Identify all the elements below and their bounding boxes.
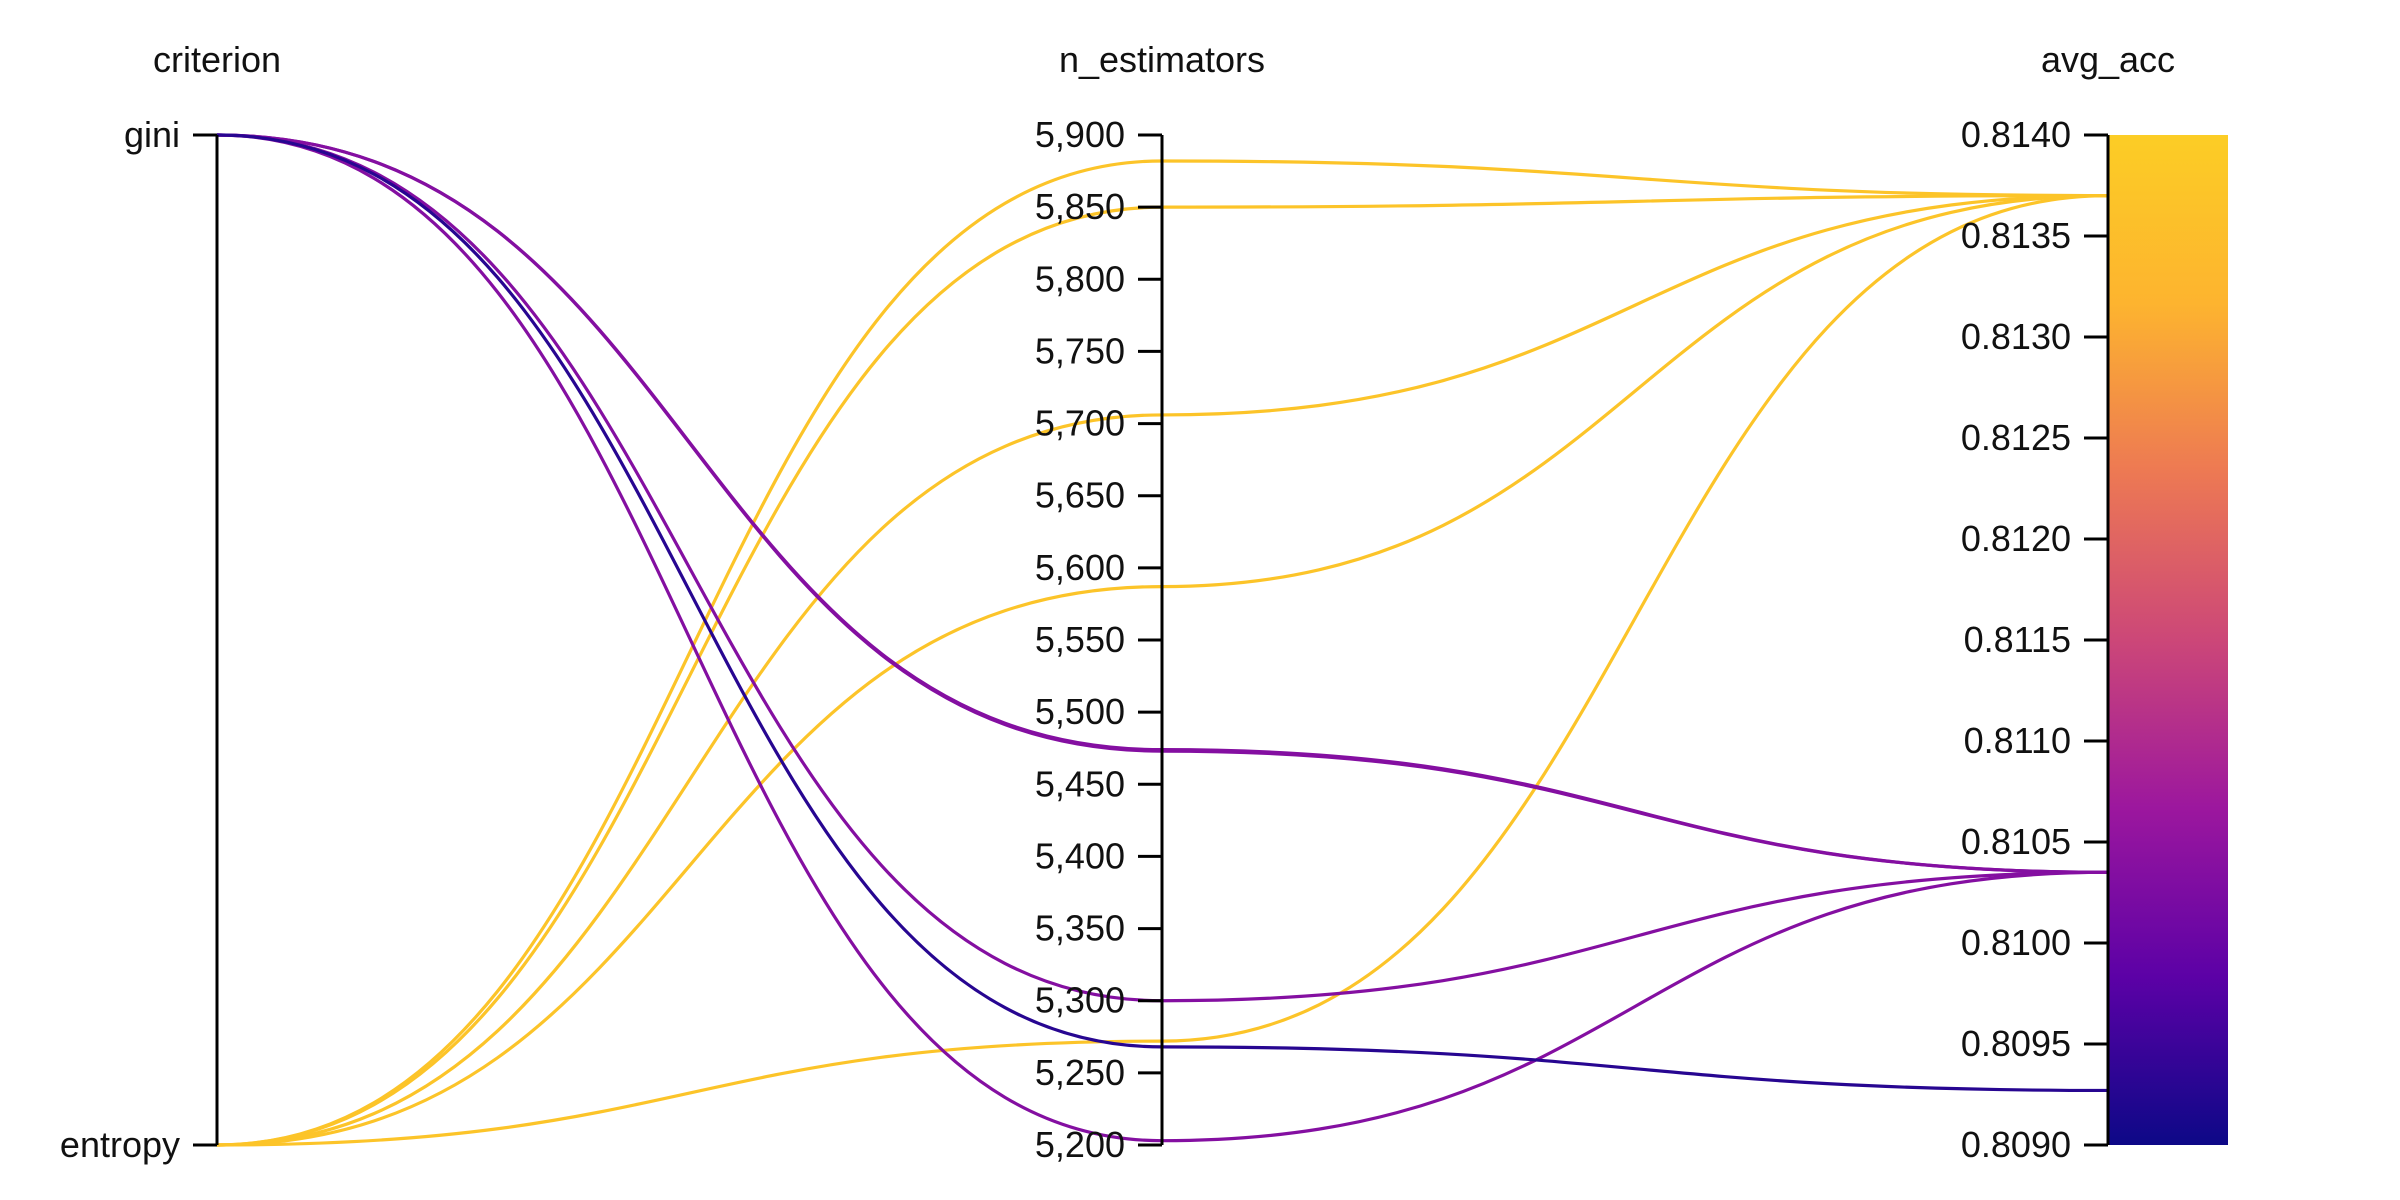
data-line-5: [216, 194, 2109, 1147]
tick-label-n-estimators-1: 5,900: [1035, 114, 1125, 155]
avg-acc-colorbar: [2108, 135, 2228, 1145]
data-line-8: [216, 133, 2109, 1003]
data-line-2: [216, 194, 2109, 1147]
tick-label-n-estimators-5: 5,700: [1035, 403, 1125, 444]
data-line-9: [216, 133, 2109, 1143]
tick-label-avg-acc-3: 0.8130: [1961, 316, 2071, 357]
tick-label-avg-acc-5: 0.8120: [1961, 518, 2071, 559]
axis-avg-acc: avg_acc 0.8140 0.8135 0.8130 0.8125 0.8120 0.8…: [1961, 39, 2175, 1165]
axes-layer: criterion gini entropy n_estimators 5,900 5,8…: [60, 39, 2175, 1165]
tick-label-n-estimators-9: 5,500: [1035, 691, 1125, 732]
tick-label-avg-acc-7: 0.8110: [1964, 720, 2071, 761]
tick-label-criterion-1: gini: [124, 114, 180, 155]
tick-label-n-estimators-2: 5,850: [1035, 186, 1125, 227]
axis-n-estimators: n_estimators 5,900 5,850 5,800 5,750 5,700 5,6…: [1035, 39, 1265, 1165]
tick-label-avg-acc-2: 0.8135: [1961, 215, 2071, 256]
data-line-3: [216, 194, 2109, 1147]
tick-label-avg-acc-11: 0.8090: [1961, 1124, 2071, 1165]
tick-label-avg-acc-1: 0.8140: [1961, 114, 2071, 155]
tick-label-n-estimators-8: 5,550: [1035, 619, 1125, 660]
axis-title-n-estimators: n_estimators: [1059, 39, 1265, 80]
tick-label-n-estimators-12: 5,350: [1035, 908, 1125, 949]
tick-label-n-estimators-13: 5,300: [1035, 980, 1125, 1021]
tick-label-n-estimators-6: 5,650: [1035, 475, 1125, 516]
tick-label-avg-acc-6: 0.8115: [1964, 619, 2071, 660]
tick-label-criterion-2: entropy: [60, 1124, 180, 1165]
axis-criterion: criterion gini entropy: [60, 39, 281, 1165]
axis-title-avg-acc: avg_acc: [2041, 39, 2175, 80]
data-line-10: [216, 133, 2109, 1093]
tick-label-n-estimators-11: 5,400: [1035, 835, 1125, 876]
tick-label-avg-acc-4: 0.8125: [1961, 417, 2071, 458]
axis-title-criterion: criterion: [153, 39, 281, 80]
data-line-7: [216, 133, 2109, 874]
tick-label-avg-acc-10: 0.8095: [1961, 1023, 2071, 1064]
tick-label-avg-acc-9: 0.8100: [1961, 922, 2071, 963]
tick-label-n-estimators-14: 5,250: [1035, 1052, 1125, 1093]
tick-label-n-estimators-4: 5,750: [1035, 330, 1125, 371]
data-lines-layer: [216, 133, 2109, 1147]
data-line-1: [216, 159, 2109, 1147]
tick-label-avg-acc-8: 0.8105: [1961, 821, 2071, 862]
tick-label-n-estimators-3: 5,800: [1035, 258, 1125, 299]
tick-label-n-estimators-15: 5,200: [1035, 1124, 1125, 1165]
tick-label-n-estimators-7: 5,600: [1035, 547, 1125, 588]
tick-label-n-estimators-10: 5,450: [1035, 763, 1125, 804]
